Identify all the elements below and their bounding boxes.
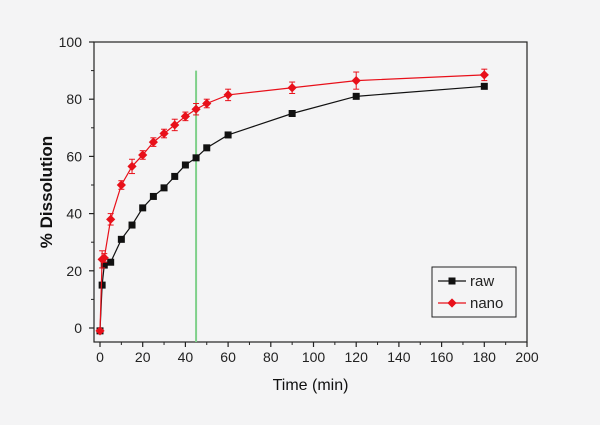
data-point-raw <box>192 154 200 162</box>
axes-frame <box>93 41 528 343</box>
x-tick-label: 20 <box>135 349 151 365</box>
data-point-nano <box>351 76 361 86</box>
data-point-nano <box>148 137 158 147</box>
x-tick-label: 60 <box>220 349 236 365</box>
data-point-raw <box>203 144 211 152</box>
data-point-nano <box>223 90 233 100</box>
data-point-raw <box>480 82 488 90</box>
y-axis-title: % Dissolution <box>37 136 56 248</box>
data-point-nano <box>99 253 109 263</box>
series-raw <box>96 82 488 335</box>
x-tick-label: 200 <box>515 349 539 365</box>
y-tick-label: 40 <box>66 206 82 222</box>
x-tick-label: 180 <box>473 349 497 365</box>
legend-box <box>431 266 517 318</box>
data-point-raw <box>100 261 108 269</box>
y-tick-label: 60 <box>66 148 82 164</box>
x-tick-label: 160 <box>430 349 454 365</box>
data-point-raw <box>181 161 189 169</box>
data-point-raw <box>160 184 168 192</box>
y-tick-label: 0 <box>74 320 82 336</box>
series-layer <box>95 68 489 336</box>
data-point-raw <box>107 258 115 266</box>
legend-item-raw: raw <box>438 273 494 290</box>
data-point-nano <box>138 150 148 160</box>
data-point-raw <box>139 204 147 212</box>
legend-marker <box>448 277 456 285</box>
data-point-nano <box>202 98 212 109</box>
x-axis-title: Time (min) <box>273 377 349 394</box>
legend-marker <box>447 298 457 308</box>
data-point-raw <box>352 92 360 100</box>
data-point-raw <box>224 131 232 139</box>
legend-item-nano: nano <box>438 295 503 312</box>
data-point-nano <box>479 70 489 80</box>
data-point-raw <box>171 172 179 180</box>
legend-label: raw <box>470 273 494 290</box>
x-tick-label: 40 <box>178 349 194 365</box>
data-point-nano <box>159 128 169 139</box>
legend: raw nano <box>431 266 517 318</box>
data-point-nano <box>116 180 126 190</box>
y-tick-label: 20 <box>66 263 82 279</box>
x-tick-label: 140 <box>387 349 411 365</box>
data-point-nano <box>191 104 201 114</box>
data-point-nano <box>180 111 190 121</box>
series-nano <box>95 68 489 336</box>
data-point-nano <box>95 326 105 336</box>
data-point-nano <box>287 83 297 93</box>
data-point-raw <box>117 235 125 243</box>
x-tick-label: 120 <box>345 349 369 365</box>
x-tick-label: 0 <box>96 349 104 365</box>
y-tick-label: 80 <box>66 91 82 107</box>
data-point-raw <box>149 192 157 200</box>
data-point-raw <box>128 221 136 229</box>
axis-ticks: 0 20 40 60 80 100 120 140 160 180 200 0 20 40 60 80 100 <box>59 34 539 365</box>
data-point-nano <box>127 161 137 172</box>
plot-area: 0 20 40 60 80 100 120 140 160 180 200 0 20 40 60 80 100 <box>59 34 539 365</box>
series-line-raw <box>99 85 485 331</box>
data-point-nano <box>170 120 180 130</box>
data-point-raw <box>98 281 106 289</box>
data-point-raw <box>288 110 296 117</box>
data-point-nano <box>106 214 116 224</box>
x-tick-label: 100 <box>302 349 326 365</box>
y-tick-label: 100 <box>59 34 83 50</box>
x-tick-label: 80 <box>263 349 279 365</box>
legend-label: nano <box>470 295 503 312</box>
